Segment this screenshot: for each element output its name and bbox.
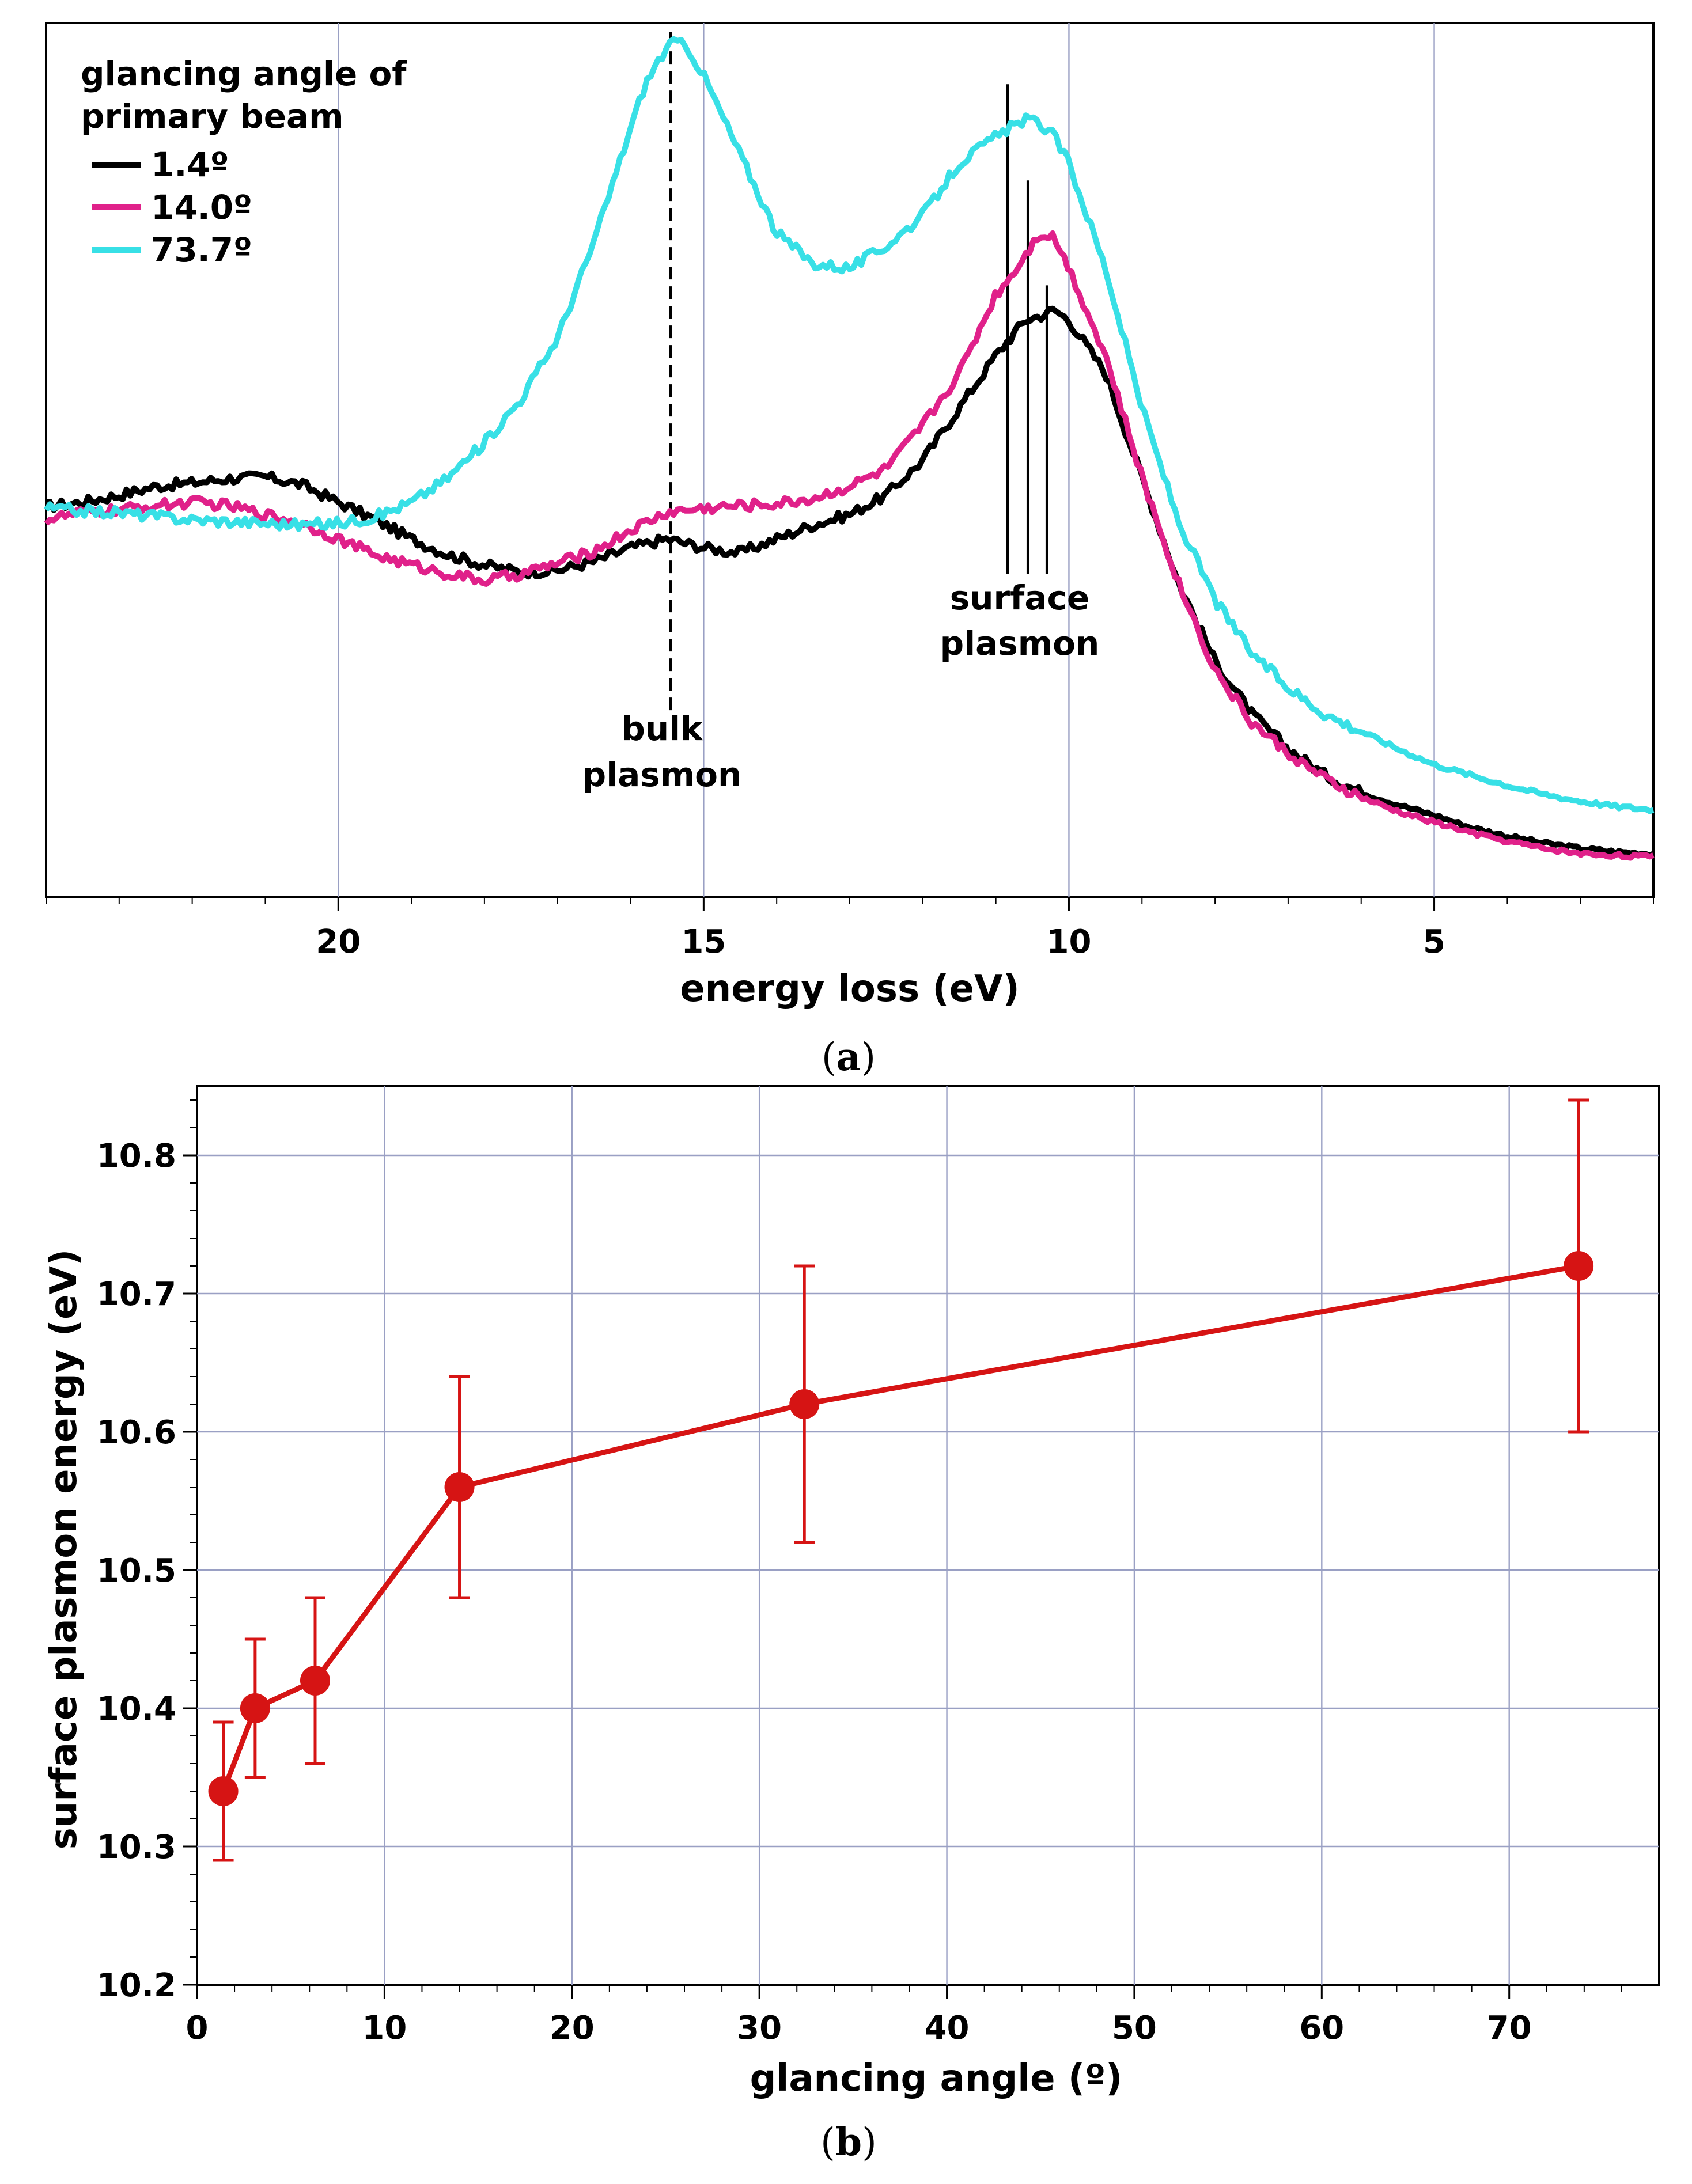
panel-a-x-tick-label: 20 xyxy=(316,923,361,961)
panel-b-x-tick-label: 20 xyxy=(550,2009,595,2047)
surface-plasmon-label-line2: plasmon xyxy=(940,624,1100,663)
panel-b-y-tick-label: 10.5 xyxy=(97,1552,176,1590)
panel-b-x-tick-label: 40 xyxy=(925,2009,970,2047)
panel-a-plot-frame xyxy=(45,22,1655,898)
surface-plasmon-label-line1: surface xyxy=(950,578,1090,617)
panel-a-x-tick-label: 15 xyxy=(681,923,726,961)
legend-entry-2: 14.0º xyxy=(151,188,252,227)
panel-a-x-tick-label: 10 xyxy=(1046,923,1091,961)
panel-b-y-tick-label: 10.7 xyxy=(97,1276,176,1313)
panel-a-energy-loss-chart: 20 15 10 5 bulk plasmon surface plasmon gla… xyxy=(43,22,1655,1010)
panel-b-x-tick-label: 60 xyxy=(1299,2009,1344,2047)
panel-a-x-axis-label: energy loss (eV) xyxy=(680,968,1020,1010)
panel-a-letter: a xyxy=(836,1034,861,1079)
data-point xyxy=(789,1389,820,1419)
panel-b-series xyxy=(208,1098,1594,1862)
legend-entry-1: 1.4º xyxy=(151,145,229,184)
panel-a-legend: glancing angle of primary beam 1.4º 14.0… xyxy=(81,54,407,270)
panel-b-caption: (b) xyxy=(820,2119,877,2164)
panel-a-ticks: 20 15 10 5 xyxy=(46,897,1654,961)
data-point xyxy=(444,1472,475,1502)
panel-a-annotation-lines xyxy=(669,32,1048,714)
panel-b-grid xyxy=(197,1086,1659,1985)
panel-a-series-line-3 xyxy=(43,36,1655,814)
panel-b-y-tick-label: 10.2 xyxy=(97,1967,176,2004)
data-point xyxy=(1564,1251,1594,1281)
bulk-plasmon-label-line1: bulk xyxy=(621,709,703,748)
panel-a-series-line-1 xyxy=(45,305,1655,859)
panel-b-y-tick-label: 10.8 xyxy=(97,1138,176,1175)
panel-b-y-tick-label: 10.4 xyxy=(97,1690,176,1728)
panel-b-x-tick-label: 70 xyxy=(1487,2009,1532,2047)
bulk-plasmon-label-line2: plasmon xyxy=(582,755,742,794)
legend-title-line2: primary beam xyxy=(81,97,344,136)
panel-b-x-tick-label: 50 xyxy=(1112,2009,1157,2047)
panel-a-x-tick-label: 5 xyxy=(1423,923,1445,961)
legend-title-line1: glancing angle of xyxy=(81,54,407,93)
panel-b-x-axis-label: glancing angle (º) xyxy=(750,2057,1123,2100)
data-point xyxy=(208,1776,239,1806)
panel-a-series xyxy=(43,36,1655,861)
legend-entry-3: 73.7º xyxy=(151,230,252,270)
panel-a-series-line-2 xyxy=(44,230,1655,861)
data-point xyxy=(240,1693,270,1723)
panel-b-surface-plasmon-chart: 0 10 20 30 40 50 60 70 10.2 10.3 10.4 10.5 10.6 10.7 1… xyxy=(43,1085,1660,2100)
panel-b-x-tick-label: 30 xyxy=(737,2009,782,2047)
panel-b-plot-frame xyxy=(196,1085,1660,1986)
panel-b-ticks: 0 10 20 30 40 50 60 70 10.2 10.3 10.4 10.5 10.6 10.7 1… xyxy=(97,1099,1622,2047)
panel-b-y-axis-label: surface plasmon energy (eV) xyxy=(43,1249,85,1850)
panel-b-y-tick-label: 10.6 xyxy=(97,1414,176,1451)
data-point xyxy=(300,1666,330,1696)
panel-b-letter: b xyxy=(835,2119,862,2164)
panel-b-y-tick-label: 10.3 xyxy=(97,1829,176,1866)
panel-b-x-tick-label: 0 xyxy=(186,2009,209,2047)
panel-a-caption: (a) xyxy=(822,1034,876,1079)
panel-b-x-tick-label: 10 xyxy=(362,2009,407,2047)
